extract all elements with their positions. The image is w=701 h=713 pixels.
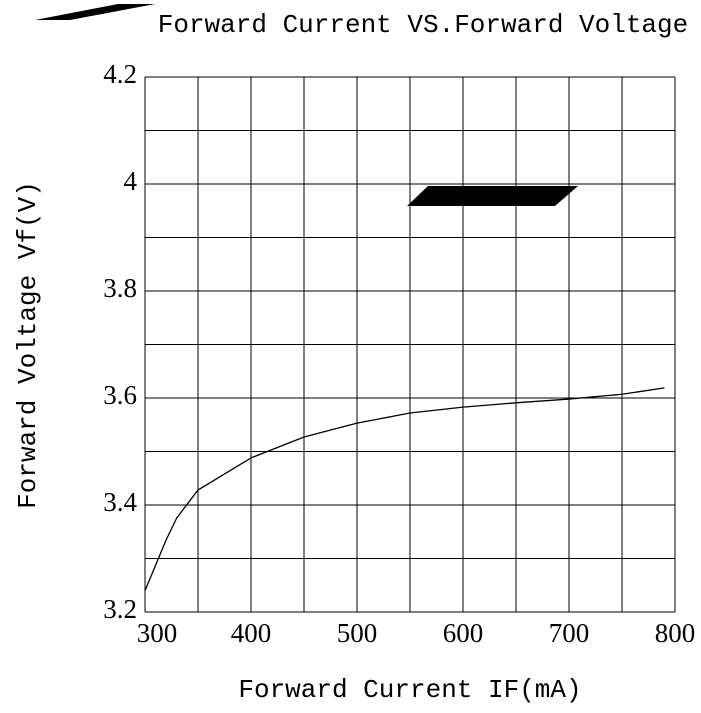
x-tick-label: 600 bbox=[443, 618, 484, 648]
redaction-mark bbox=[407, 186, 578, 206]
y-tick-label: 4.2 bbox=[103, 59, 137, 89]
redaction-mark bbox=[35, 4, 155, 20]
x-tick-label: 800 bbox=[655, 618, 696, 648]
y-axis-label: Forward Voltage Vf(V) bbox=[13, 181, 43, 509]
x-axis-label: Forward Current IF(mA) bbox=[238, 675, 581, 705]
data-line bbox=[144, 387, 665, 591]
y-tick-label: 3.6 bbox=[103, 380, 137, 410]
x-tick-label: 400 bbox=[231, 618, 272, 648]
y-tick-label: 4 bbox=[124, 166, 138, 196]
chart-title: Forward Current VS.Forward Voltage bbox=[158, 10, 689, 40]
y-tick-label: 3.2 bbox=[103, 594, 137, 624]
y-tick-label: 3.4 bbox=[103, 487, 137, 517]
y-tick-label: 3.8 bbox=[103, 273, 137, 303]
x-tick-label: 500 bbox=[337, 618, 378, 648]
x-tick-label: 300 bbox=[137, 618, 178, 648]
x-tick-label: 700 bbox=[549, 618, 590, 648]
